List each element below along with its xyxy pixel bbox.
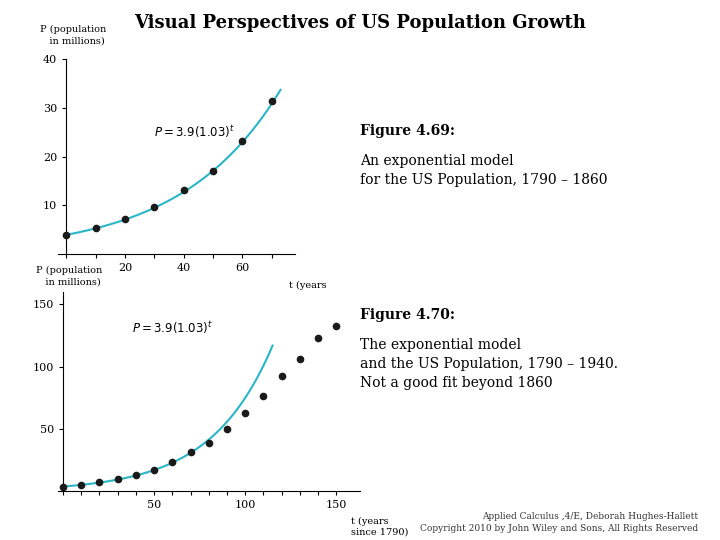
Text: $P = 3.9(1.03)^t$: $P = 3.9(1.03)^t$: [132, 319, 213, 336]
Text: t (years
since 1790): t (years since 1790): [289, 281, 347, 301]
Text: Visual Perspectives of US Population Growth: Visual Perspectives of US Population Gro…: [134, 14, 586, 31]
Text: Figure 4.69:: Figure 4.69:: [360, 124, 455, 138]
Text: Applied Calculus ,4/E, Deborah Hughes-Hallett: Applied Calculus ,4/E, Deborah Hughes-Ha…: [482, 512, 698, 521]
Text: Figure 4.70:: Figure 4.70:: [360, 308, 455, 322]
Text: $P = 3.9(1.03)^t$: $P = 3.9(1.03)^t$: [154, 124, 235, 140]
Text: P (population
   in millions): P (population in millions): [36, 266, 102, 287]
Text: An exponential model
for the US Population, 1790 – 1860: An exponential model for the US Populati…: [360, 154, 608, 187]
Text: P (population
   in millions): P (population in millions): [40, 24, 107, 45]
Text: The exponential model
and the US Population, 1790 – 1940.
Not a good fit beyond : The exponential model and the US Populat…: [360, 338, 618, 390]
Text: t (years
since 1790): t (years since 1790): [351, 516, 408, 537]
Text: Copyright 2010 by John Wiley and Sons, All Rights Reserved: Copyright 2010 by John Wiley and Sons, A…: [420, 524, 698, 533]
